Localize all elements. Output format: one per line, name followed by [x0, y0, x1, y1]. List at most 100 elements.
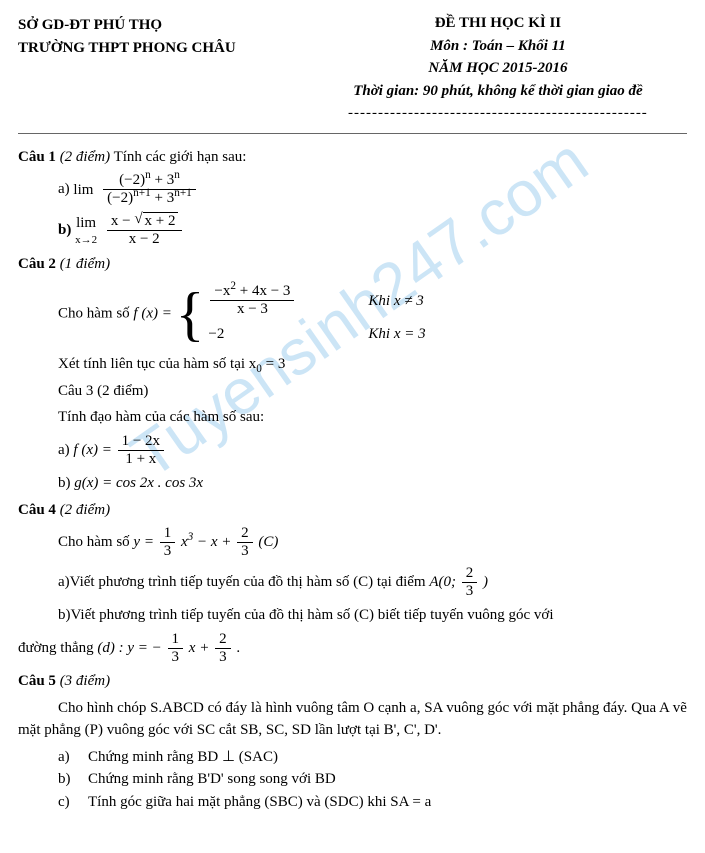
q5c-text: Tính góc giữa hai mặt phẳng (SBC) và (SD… [88, 791, 431, 814]
q3a-num: 1 − 2x [118, 433, 164, 451]
q2-case-1: −x2 + 4x − 3 x − 3 Khi x ≠ 3 [208, 283, 425, 319]
q3a-frac: 1 − 2x 1 + x [118, 433, 164, 469]
q1-part-a: a) lim (−2)n + 3n (−2)n+1 + 3n+1 [58, 172, 687, 208]
q4a-text: a)Viết phương trình tiếp tuyến của đồ th… [58, 574, 429, 590]
q4a-point-pre: A(0; [429, 574, 459, 590]
q3a-left: f (x) = [73, 442, 115, 458]
q4b-c-den: 3 [215, 649, 231, 666]
q1a-lim-top: lim [73, 179, 93, 202]
q2-case1-expr: −x2 + 4x − 3 x − 3 [208, 283, 348, 319]
org-line-2: TRƯỜNG THPT PHONG CHÂU [18, 37, 309, 60]
q1a-den-exp: n+1 [133, 187, 151, 199]
q1a-den-exp2: n+1 [174, 187, 192, 199]
q4b-m-after: x + [189, 640, 213, 656]
header-left: SỞ GD-ĐT PHÚ THỌ TRƯỜNG THPT PHONG CHÂU [18, 12, 309, 125]
q4-t3-num: 2 [237, 525, 253, 543]
question-1: Câu 1 (2 điểm) Tính các giới hạn sau: [18, 146, 687, 169]
q1-points: (2 điểm) [60, 149, 110, 165]
q5a-lab: a) [58, 746, 88, 769]
q4b-m-frac: 1 3 [168, 631, 184, 667]
q1b-denominator: x − 2 [107, 231, 182, 248]
q4a-point-num: 2 [462, 565, 478, 583]
q4-t3-den: 3 [237, 543, 253, 560]
q3a-den: 1 + x [118, 451, 164, 468]
q4-part-b-line1: b)Viết phương trình tiếp tuyến của đồ th… [58, 604, 687, 627]
q3b-text: g(x) = cos 2x . cos 3x [74, 475, 203, 491]
q2-case1-frac: −x2 + 4x − 3 x − 3 [210, 283, 294, 319]
q1b-lim-top: lim [75, 212, 97, 235]
q1a-num-exp2: n [174, 169, 180, 181]
q4b-m-sign: − [152, 640, 162, 656]
q1a-den-plus: + 3 [151, 190, 174, 206]
q4-t1-sup: 3 [188, 531, 194, 543]
q5-item-c: c) Tính góc giữa hai mặt phẳng (SBC) và … [58, 791, 687, 814]
exam-title: ĐỀ THI HỌC KÌ II [309, 12, 687, 35]
q4-part-b-line2: đường thẳng (d) : y = − 1 3 x + 2 3 . [18, 631, 687, 667]
q2-c1-num-b: + 4x − 3 [236, 283, 290, 299]
q2-case1-num: −x2 + 4x − 3 [210, 283, 294, 301]
q1a-lim: lim [73, 179, 93, 202]
q5-item-a: a) Chứng minh rằng BD ⊥ (SAC) [58, 746, 687, 769]
q2-case2-cond: Khi x = 3 [368, 323, 425, 346]
q1b-lim-bot: x→2 [75, 232, 97, 249]
q2-cont-after: = 3 [262, 356, 285, 372]
q4-intro: Cho hàm số [58, 534, 133, 550]
q4-t1-num: 1 [160, 525, 176, 543]
question-5: Câu 5 (3 điểm) [18, 670, 687, 693]
q1b-sqrt-arg: x + 2 [143, 212, 178, 230]
q3-points: (2 điểm) [97, 383, 148, 399]
q1a-num-base: (−2) [119, 172, 145, 188]
q5-list: a) Chứng minh rằng BD ⊥ (SAC) b) Chứng m… [58, 746, 687, 814]
q4b-c-frac: 2 3 [215, 631, 231, 667]
header-dash: ----------------------------------------… [309, 102, 687, 125]
q2-points: (1 điểm) [60, 256, 110, 272]
q3-text: Tính đạo hàm của các hàm số sau: [58, 406, 687, 429]
q4a-point-frac: 2 3 [462, 565, 478, 601]
q1a-denominator: (−2)n+1 + 3n+1 [103, 190, 196, 207]
q1b-label: b) [58, 221, 71, 237]
q5a-text: Chứng minh rằng BD ⊥ (SAC) [88, 746, 278, 769]
q1b-fraction: x − √x + 2 x − 2 [107, 212, 182, 249]
exam-year: NĂM HỌC 2015-2016 [309, 57, 687, 80]
q1b-lim: lim x→2 [75, 212, 97, 249]
q1a-den-base: (−2) [107, 190, 133, 206]
question-3-header: Câu 3 (2 điểm) [58, 380, 687, 403]
q4-part-a: a)Viết phương trình tiếp tuyến của đồ th… [58, 565, 687, 601]
q4b-end: . [236, 640, 240, 656]
q1b-numerator: x − √x + 2 [107, 212, 182, 231]
q3-label: Câu 3 [58, 383, 93, 399]
exam-subject: Môn : Toán – Khối 11 [309, 35, 687, 58]
q1a-num-plus: + 3 [151, 172, 174, 188]
q4-points: (2 điểm) [60, 502, 110, 518]
q2-fx: f (x) = [133, 305, 175, 321]
sqrt-icon: √ [134, 211, 142, 228]
q5-para: Cho hình chóp S.ABCD có đáy là hình vuôn… [18, 697, 687, 742]
q3-part-a: a) f (x) = 1 − 2x 1 + x [58, 433, 687, 469]
q5b-lab: b) [58, 768, 88, 791]
brace-icon: { [176, 284, 205, 344]
q1-part-b: b) lim x→2 x − √x + 2 x − 2 [58, 212, 687, 249]
q4b-m-den: 3 [168, 649, 184, 666]
q4b-c-num: 2 [215, 631, 231, 649]
q4a-point-post: ) [483, 574, 488, 590]
q3b-label: b) [58, 475, 71, 491]
q2-c1-num-a: −x [214, 283, 230, 299]
header-right: ĐỀ THI HỌC KÌ II Môn : Toán – Khối 11 NĂ… [309, 12, 687, 125]
q4b-d: (d) : y = [97, 640, 151, 656]
q2-label: Câu 2 [18, 256, 56, 272]
q2-cases: { −x2 + 4x − 3 x − 3 Khi x ≠ 3 −2 [176, 279, 426, 349]
q5b-text: Chứng minh rằng B'D' song song với BD [88, 768, 336, 791]
q1a-label: a) [58, 181, 70, 197]
q3-part-b: b) g(x) = cos 2x . cos 3x [58, 472, 687, 495]
q2-cont-text: Xét tính liên tục của hàm số tại x [58, 356, 256, 372]
q4-func: Cho hàm số y = 1 3 x3 − x + 2 3 (C) [58, 525, 687, 561]
q4-t1-den: 3 [160, 543, 176, 560]
q4b-m-num: 1 [168, 631, 184, 649]
q4-t1-after: x [181, 534, 188, 550]
question-2: Câu 2 (1 điểm) [18, 253, 687, 276]
q4b-line-pre: đường thẳng [18, 640, 97, 656]
q5-item-b: b) Chứng minh rằng B'D' song song với BD [58, 768, 687, 791]
q4-label: Câu 4 [18, 502, 56, 518]
q5-points: (3 điểm) [60, 673, 110, 689]
q2-body: Cho hàm số f (x) = { −x2 + 4x − 3 x − 3 … [58, 279, 687, 349]
